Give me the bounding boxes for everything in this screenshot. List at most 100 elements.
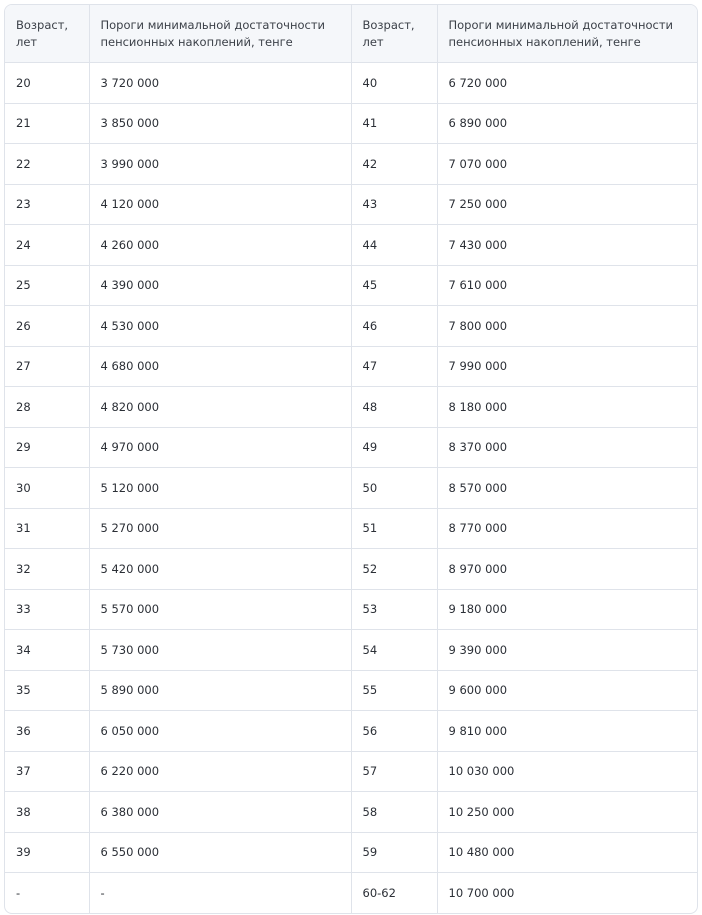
header-line: Возраст, — [16, 17, 69, 32]
age-cell: 35 — [5, 670, 90, 711]
threshold-cell: 9 600 000 — [437, 670, 697, 711]
age-cell: 33 — [5, 589, 90, 630]
age-cell: 46 — [351, 305, 438, 347]
table-row: 23 4 120 000 43 7 250 000 — [5, 184, 697, 225]
table-row: 25 4 390 000 45 7 610 000 — [5, 265, 697, 306]
threshold-cell: 6 380 000 — [89, 791, 352, 833]
header-line: Возраст, — [362, 17, 415, 32]
age-cell: 44 — [351, 224, 438, 266]
threshold-cell: 4 390 000 — [89, 265, 352, 306]
age-cell: 36 — [5, 710, 90, 752]
header-line: лет — [362, 34, 384, 49]
threshold-cell: 8 370 000 — [437, 427, 697, 468]
threshold-cell: 5 730 000 — [89, 629, 352, 671]
threshold-cell: 7 800 000 — [437, 305, 697, 347]
header-line: пенсионных накоплений, тенге — [448, 34, 641, 49]
age-cell: 39 — [5, 832, 90, 873]
table-row: 39 6 550 000 59 10 480 000 — [5, 832, 697, 873]
table-row: 36 6 050 000 56 9 810 000 — [5, 710, 697, 752]
threshold-cell: 7 610 000 — [437, 265, 697, 306]
threshold-cell: 4 120 000 — [89, 184, 352, 225]
threshold-cell: 4 680 000 — [89, 346, 352, 387]
threshold-cell: 6 720 000 — [437, 62, 697, 104]
threshold-cell: 5 890 000 — [89, 670, 352, 711]
age-cell: 38 — [5, 791, 90, 833]
age-cell: 58 — [351, 791, 438, 833]
table-row: 27 4 680 000 47 7 990 000 — [5, 346, 697, 387]
age-cell: 43 — [351, 184, 438, 225]
threshold-cell: 5 270 000 — [89, 508, 352, 549]
threshold-cell: 10 030 000 — [437, 751, 697, 792]
header-line: Пороги минимальной достаточности — [448, 17, 674, 32]
age-cell: 41 — [351, 103, 438, 144]
age-cell: 30 — [5, 467, 90, 509]
age-cell: 32 — [5, 548, 90, 590]
table-row: 34 5 730 000 54 9 390 000 — [5, 629, 697, 671]
threshold-cell: 7 990 000 — [437, 346, 697, 387]
threshold-cell: 5 420 000 — [89, 548, 352, 590]
age-cell: 55 — [351, 670, 438, 711]
age-cell: 47 — [351, 346, 438, 387]
age-cell: 56 — [351, 710, 438, 752]
header-row: Возраст, лет Пороги минимальной достаточн… — [5, 5, 697, 63]
table-row: 37 6 220 000 57 10 030 000 — [5, 751, 697, 792]
threshold-cell: 8 970 000 — [437, 548, 697, 590]
age-cell: 22 — [5, 143, 90, 185]
age-cell: - — [5, 872, 90, 913]
threshold-cell: 5 120 000 — [89, 467, 352, 509]
threshold-cell: 6 890 000 — [437, 103, 697, 144]
age-cell: 25 — [5, 265, 90, 306]
age-cell: 42 — [351, 143, 438, 185]
table-row: 38 6 380 000 58 10 250 000 — [5, 791, 697, 833]
age-cell: 26 — [5, 305, 90, 347]
threshold-cell: 10 250 000 — [437, 791, 697, 833]
age-cell: 24 — [5, 224, 90, 266]
threshold-cell: 6 220 000 — [89, 751, 352, 792]
threshold-cell: 6 550 000 — [89, 832, 352, 873]
threshold-cell: 9 180 000 — [437, 589, 697, 630]
table-row: 35 5 890 000 55 9 600 000 — [5, 670, 697, 711]
age-cell: 52 — [351, 548, 438, 590]
table-row: 31 5 270 000 51 8 770 000 — [5, 508, 697, 549]
header-line: лет — [16, 34, 38, 49]
header-age-1: Возраст, лет — [5, 5, 90, 63]
age-cell: 20 — [5, 62, 90, 104]
threshold-cell: 5 570 000 — [89, 589, 352, 630]
table-row: 21 3 850 000 41 6 890 000 — [5, 103, 697, 144]
age-cell: 60-62 — [351, 872, 438, 913]
age-cell: 31 — [5, 508, 90, 549]
age-cell: 49 — [351, 427, 438, 468]
age-cell: 45 — [351, 265, 438, 306]
header-line: Пороги минимальной достаточности — [100, 17, 326, 32]
header-age-2: Возраст, лет — [351, 5, 438, 63]
table-row: 26 4 530 000 46 7 800 000 — [5, 305, 697, 347]
threshold-cell: 4 970 000 — [89, 427, 352, 468]
table-row: 22 3 990 000 42 7 070 000 — [5, 143, 697, 185]
table-row: 32 5 420 000 52 8 970 000 — [5, 548, 697, 590]
age-cell: 53 — [351, 589, 438, 630]
table-row: 20 3 720 000 40 6 720 000 — [5, 62, 697, 104]
table-row: 33 5 570 000 53 9 180 000 — [5, 589, 697, 630]
threshold-cell: 7 430 000 — [437, 224, 697, 266]
table-row: 29 4 970 000 49 8 370 000 — [5, 427, 697, 468]
header-threshold-1: Пороги минимальной достаточности пенсионн… — [89, 5, 352, 63]
age-cell: 57 — [351, 751, 438, 792]
threshold-cell: 9 390 000 — [437, 629, 697, 671]
age-cell: 29 — [5, 427, 90, 468]
threshold-cell: - — [89, 872, 352, 913]
threshold-cell: 7 070 000 — [437, 143, 697, 185]
threshold-cell: 9 810 000 — [437, 710, 697, 752]
age-cell: 54 — [351, 629, 438, 671]
age-cell: 51 — [351, 508, 438, 549]
age-cell: 27 — [5, 346, 90, 387]
threshold-cell: 3 720 000 — [89, 62, 352, 104]
threshold-cell: 7 250 000 — [437, 184, 697, 225]
threshold-cell: 3 850 000 — [89, 103, 352, 144]
table-header: Возраст, лет Пороги минимальной достаточн… — [5, 5, 697, 63]
table-row: - -60-62 10 700 000 — [5, 872, 697, 913]
threshold-cell: 4 820 000 — [89, 386, 352, 428]
pension-threshold-table: Возраст, лет Пороги минимальной достаточн… — [5, 5, 697, 913]
threshold-cell: 6 050 000 — [89, 710, 352, 752]
threshold-cell: 8 770 000 — [437, 508, 697, 549]
header-threshold-2: Пороги минимальной достаточности пенсионн… — [437, 5, 697, 63]
